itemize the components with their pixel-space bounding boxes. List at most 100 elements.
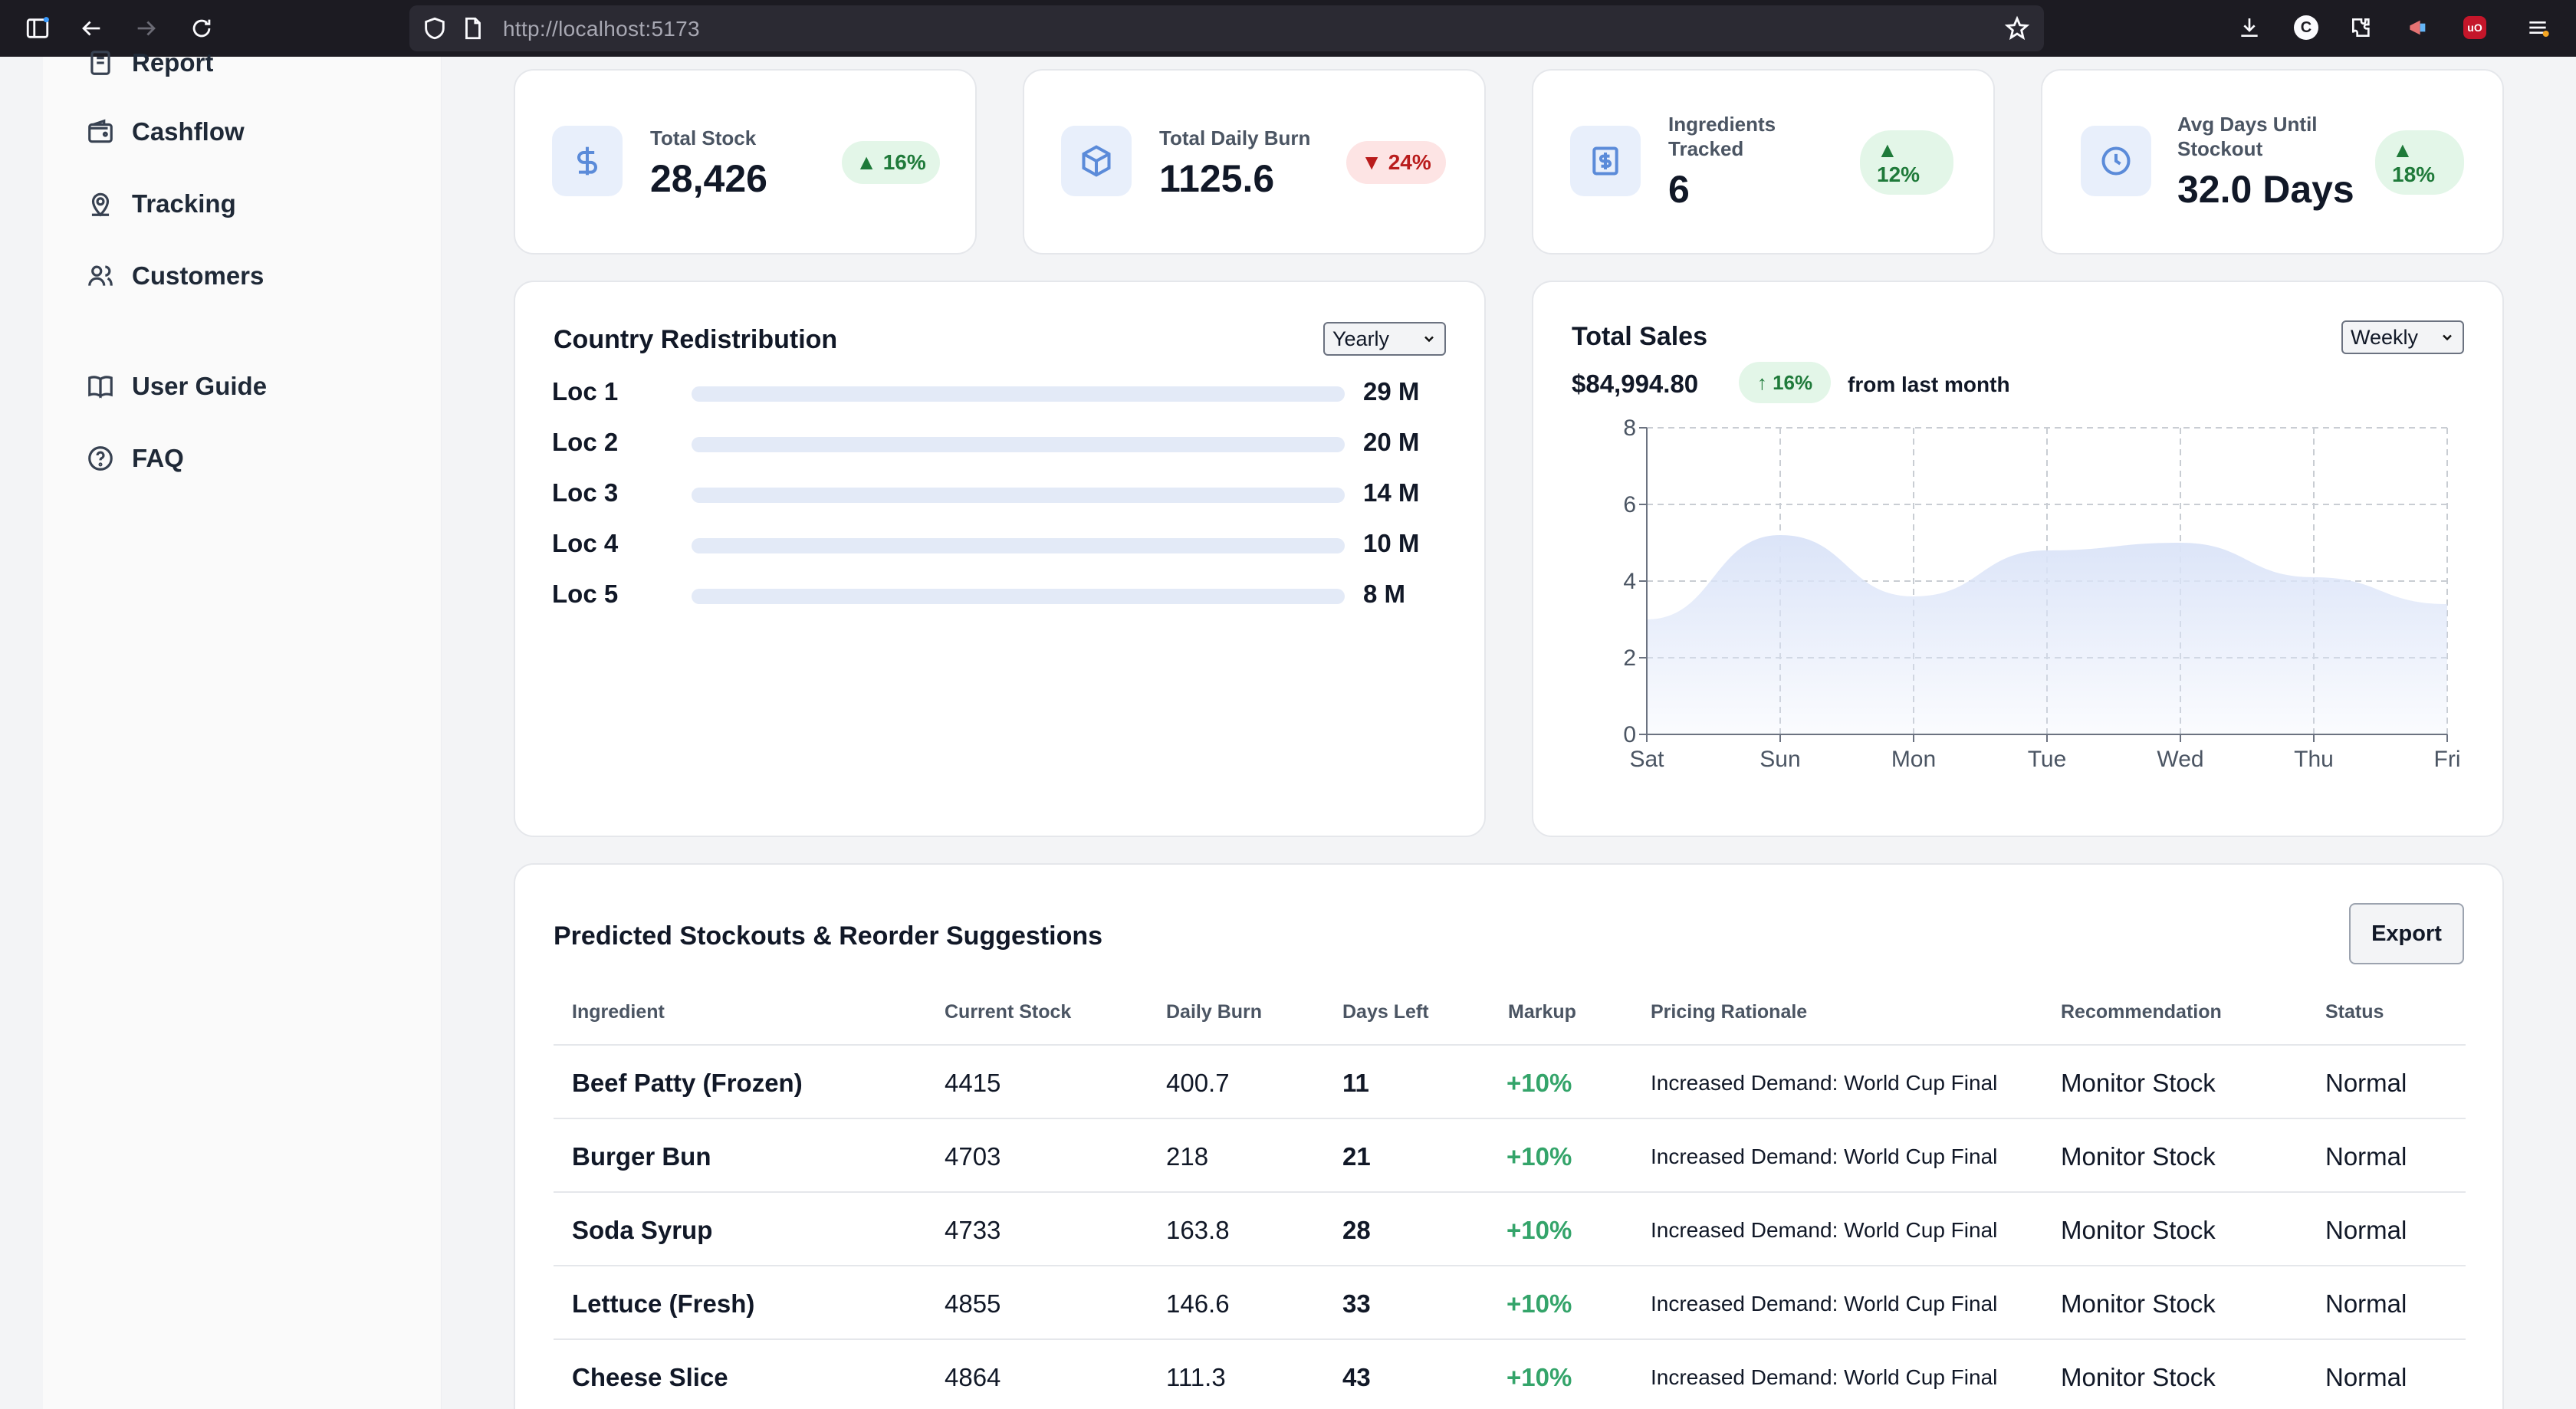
ublock-icon[interactable]: uO [2459, 12, 2490, 43]
x-tick-label: Thu [2294, 747, 2334, 772]
stat-label-line: Ingredients [1668, 113, 1776, 136]
cell-days-left: 33 [1342, 1289, 1371, 1318]
cell-daily-burn: 400.7 [1166, 1069, 1230, 1097]
column-header-ingredient[interactable]: Ingredient [572, 1001, 665, 1023]
column-header-status[interactable]: Status [2325, 1001, 2384, 1023]
sidebar-toggle-icon[interactable] [20, 11, 55, 46]
url-text[interactable]: http://localhost:5173 [503, 17, 700, 41]
shield-icon[interactable] [422, 15, 448, 41]
column-header-markup[interactable]: Markup [1508, 1001, 1576, 1023]
cell-pricing-rationale: Increased Demand: World Cup Final [1651, 1071, 1998, 1095]
location-row: Loc 4 10 M [552, 529, 1434, 560]
stat-change-badge: ▼ 24% [1346, 141, 1446, 184]
wallet-icon [88, 119, 113, 143]
extension-megaphone-icon[interactable] [2403, 12, 2433, 43]
location-bar [692, 488, 1345, 503]
table-row[interactable]: Beef Patty (Frozen) 4415 400.7 11 +10% I… [554, 1044, 2466, 1118]
cell-current-stock: 4864 [945, 1363, 1001, 1391]
chevron-down-icon [1424, 336, 1434, 343]
x-tick-label: Tue [2028, 747, 2067, 772]
sidebar-item-cashflow[interactable]: Cashflow [86, 109, 245, 155]
downloads-icon[interactable] [2234, 12, 2265, 43]
sidebar-item-label: Cashflow [132, 117, 245, 146]
back-icon[interactable] [74, 11, 109, 46]
url-bar[interactable]: http://localhost:5173 [409, 5, 2044, 51]
period-select[interactable]: Yearly [1323, 322, 1446, 356]
cell-recommendation: Monitor Stock [2061, 1289, 2216, 1318]
stat-label: Avg Days Until Stockout [2177, 112, 2318, 161]
sidebar-item-label: Customers [132, 261, 264, 290]
sidebar-item-user-guide[interactable]: User Guide [86, 363, 267, 409]
cell-recommendation: Monitor Stock [2061, 1142, 2216, 1171]
reload-icon[interactable] [184, 11, 219, 46]
forward-icon[interactable] [129, 11, 164, 46]
period-select[interactable]: Weekly [2341, 320, 2464, 354]
sidebar-item-label: FAQ [132, 444, 184, 472]
cell-ingredient: Lettuce (Fresh) [572, 1289, 755, 1318]
question-circle-icon [88, 446, 113, 471]
column-header-days-left[interactable]: Days Left [1342, 1001, 1429, 1023]
location-name: Loc 2 [552, 428, 619, 456]
y-tick-label: 8 [1623, 415, 1636, 441]
table-row[interactable]: Burger Bun 4703 218 21 +10% Increased De… [554, 1118, 2466, 1191]
sidebar-item-customers[interactable]: Customers [86, 253, 264, 299]
stat-card-total-stock: Total Stock 28,426 ▲ 16% [514, 69, 977, 255]
cell-status: Normal [2325, 1289, 2407, 1318]
change-arrow: ▲ [1877, 138, 1898, 162]
sales-area-chart: 0 2 4 6 8 Sat Sun Mon Tue Wed Thu Fri [1623, 415, 2460, 772]
stat-card-ingredients-tracked: Ingredients Tracked 6 ▲ 12% [1532, 69, 1995, 255]
cell-ingredient: Beef Patty (Frozen) [572, 1069, 803, 1097]
cell-pricing-rationale: Increased Demand: World Cup Final [1651, 1292, 1998, 1315]
cell-markup: +10% [1506, 1363, 1572, 1391]
column-header-recommendation[interactable]: Recommendation [2061, 1001, 2222, 1023]
card-title: Predicted Stockouts & Reorder Suggestion… [554, 921, 1103, 951]
cell-days-left: 43 [1342, 1363, 1371, 1391]
period-select-value: Weekly [2351, 325, 2419, 349]
location-row: Loc 5 8 M [552, 580, 1434, 610]
cell-status: Normal [2325, 1069, 2407, 1097]
change-value: 18% [2392, 163, 2436, 186]
table-row[interactable]: Cheese Slice 4864 111.3 43 +10% Increase… [554, 1338, 2466, 1409]
extension-c-icon[interactable]: C [2291, 12, 2321, 43]
menu-icon[interactable] [2522, 12, 2553, 43]
table-row[interactable]: Soda Syrup 4733 163.8 28 +10% Increased … [554, 1191, 2466, 1265]
location-bar [692, 437, 1345, 452]
column-header-current-stock[interactable]: Current Stock [945, 1001, 1072, 1023]
location-name: Loc 5 [552, 580, 619, 608]
sidebar-item-label: Report [132, 48, 214, 77]
sidebar-item-report[interactable]: Report [86, 40, 213, 86]
location-row: Loc 2 20 M [552, 428, 1434, 458]
location-name: Loc 4 [552, 529, 619, 557]
cell-pricing-rationale: Increased Demand: World Cup Final [1651, 1218, 1998, 1242]
cell-days-left: 28 [1342, 1216, 1371, 1244]
report-icon [90, 51, 110, 75]
change-arrow: ▲ [2392, 138, 2413, 162]
stat-card-total-daily-burn: Total Daily Burn 1125.6 ▼ 24% [1023, 69, 1486, 255]
stat-card-avg-days-until-stockout: Avg Days Until Stockout 32.0 Days ▲ 18% [2041, 69, 2504, 255]
country-redistribution-card: Country Redistribution Yearly Loc 1 29 M… [514, 281, 1486, 837]
location-bar [692, 538, 1345, 553]
cell-daily-burn: 146.6 [1166, 1289, 1230, 1318]
column-header-pricing-rationale[interactable]: Pricing Rationale [1651, 1001, 1808, 1023]
receipt-icon [1570, 126, 1641, 196]
y-tick-label: 6 [1623, 492, 1636, 517]
location-name: Loc 3 [552, 478, 619, 507]
column-header-daily-burn[interactable]: Daily Burn [1166, 1001, 1263, 1023]
cell-daily-burn: 163.8 [1166, 1216, 1230, 1244]
cell-recommendation: Monitor Stock [2061, 1069, 2216, 1097]
stat-value: 1125.6 [1159, 157, 1275, 200]
stat-value: 6 [1668, 168, 1690, 211]
stockouts-card [514, 863, 2504, 1409]
table-row[interactable]: Lettuce (Fresh) 4855 146.6 33 +10% Incre… [554, 1265, 2466, 1338]
stat-label-line: Avg Days Until [2177, 113, 2318, 136]
page-icon[interactable] [460, 15, 486, 41]
extensions-puzzle-icon[interactable] [2346, 12, 2377, 43]
x-tick-label: Mon [1891, 747, 1936, 772]
cell-status: Normal [2325, 1142, 2407, 1171]
cell-current-stock: 4415 [945, 1069, 1001, 1097]
export-button[interactable]: Export [2349, 903, 2464, 964]
bookmark-star-icon[interactable] [2004, 15, 2030, 41]
sidebar-item-faq[interactable]: FAQ [86, 435, 184, 481]
sidebar-item-tracking[interactable]: Tracking [86, 181, 236, 227]
browser-toolbar: http://localhost:5173 C uO [0, 0, 2576, 57]
